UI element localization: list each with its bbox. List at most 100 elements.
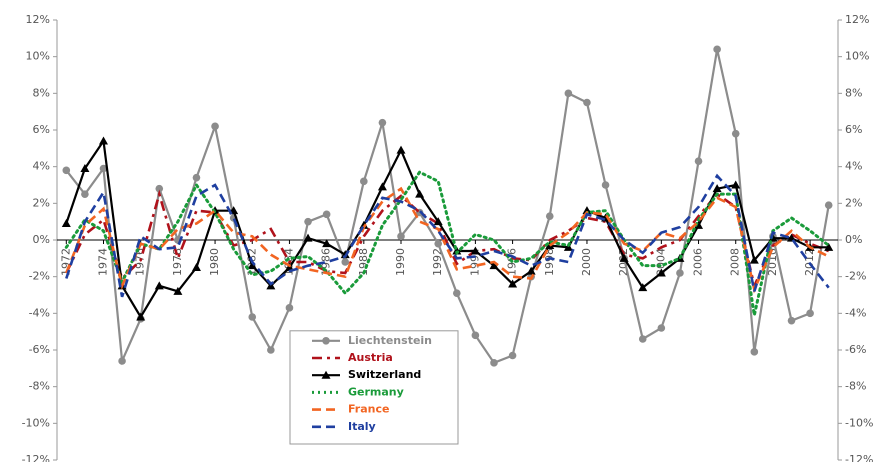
marker — [583, 98, 591, 107]
marker — [713, 45, 721, 54]
marker — [248, 313, 257, 321]
marker — [61, 219, 71, 227]
marker — [322, 239, 332, 248]
marker — [471, 331, 480, 340]
y-tick-label: -4% — [29, 306, 50, 319]
marker — [787, 316, 796, 325]
y-tick-label: 10% — [26, 50, 50, 63]
marker — [676, 269, 684, 277]
marker — [508, 279, 518, 288]
marker — [452, 289, 461, 297]
marker — [173, 286, 183, 295]
x-tick-label: 2004 — [654, 248, 667, 276]
y2-tick-label: 2% — [845, 196, 862, 209]
marker — [322, 210, 331, 219]
y-tick-label: 4% — [33, 160, 50, 173]
marker — [638, 335, 647, 343]
marker — [564, 89, 573, 98]
marker — [81, 190, 89, 198]
marker — [360, 177, 368, 186]
marker — [415, 189, 425, 198]
marker — [284, 263, 294, 271]
marker — [99, 164, 108, 173]
x-tick-label: 2006 — [692, 248, 705, 276]
marker — [136, 312, 146, 321]
marker — [397, 232, 405, 241]
legend-label: Austria — [348, 351, 393, 364]
y-tick-label: -6% — [29, 343, 50, 356]
y2-tick-label: -10% — [845, 416, 873, 429]
legend-label: Liechtenstein — [348, 334, 432, 347]
marker — [563, 242, 573, 251]
marker — [656, 268, 666, 277]
x-tick-label: 1978 — [171, 248, 184, 276]
y2-tick-label: 6% — [845, 123, 862, 136]
marker — [545, 212, 554, 220]
legend-marker — [322, 337, 330, 345]
marker — [98, 136, 108, 145]
y-tick-label: 12% — [26, 13, 50, 26]
y2-tick-label: 12% — [845, 13, 869, 26]
y2-tick-label: -2% — [845, 270, 866, 283]
marker — [285, 304, 294, 312]
marker — [304, 217, 312, 226]
marker — [80, 164, 90, 172]
marker — [267, 346, 275, 354]
x-tick-label: 1990 — [394, 248, 407, 276]
legend-box — [289, 330, 459, 445]
marker — [750, 348, 759, 356]
marker — [824, 242, 834, 251]
marker — [526, 266, 536, 275]
marker — [638, 283, 648, 292]
y-tick-label: 2% — [33, 196, 50, 209]
marker — [824, 201, 833, 209]
series-line — [65, 186, 830, 294]
legend-label: Italy — [348, 420, 376, 433]
y2-tick-label: -12% — [845, 453, 873, 462]
y-tick-label: -2% — [29, 270, 50, 283]
marker — [118, 357, 126, 365]
marker — [155, 184, 164, 193]
marker — [433, 217, 443, 226]
marker — [806, 309, 814, 318]
y-tick-label: 8% — [33, 86, 50, 99]
marker — [657, 324, 666, 332]
marker — [211, 122, 219, 131]
x-tick-label: 1998 — [543, 248, 556, 276]
x-tick-label: 2000 — [580, 248, 593, 276]
marker — [470, 246, 480, 255]
marker — [619, 253, 629, 262]
x-tick-label: 2008 — [729, 248, 742, 276]
x-tick-label: 1976 — [134, 248, 147, 276]
marker — [749, 255, 759, 264]
x-tick-label: 1988 — [357, 248, 370, 276]
y-tick-label: -12% — [22, 453, 50, 462]
y2-tick-label: 0% — [845, 233, 862, 246]
marker — [434, 239, 443, 248]
marker — [378, 118, 387, 127]
marker — [247, 261, 257, 270]
x-tick-label: 1980 — [208, 248, 221, 276]
y2-tick-label: 8% — [845, 86, 862, 99]
marker — [377, 182, 387, 191]
marker — [62, 166, 71, 175]
marker — [712, 184, 722, 193]
marker — [490, 359, 498, 367]
y2-tick-label: -8% — [845, 380, 866, 393]
marker — [341, 258, 350, 266]
y-tick-label: -10% — [22, 416, 50, 429]
series-line — [65, 173, 830, 298]
marker — [601, 181, 610, 189]
marker — [694, 157, 703, 165]
marker — [489, 261, 499, 270]
y2-tick-label: 10% — [845, 50, 869, 63]
y2-tick-label: -4% — [845, 306, 866, 319]
legend-label: Germany — [348, 385, 404, 398]
x-tick-label: 2012 — [803, 248, 816, 276]
legend-label: Switzerland — [348, 368, 421, 381]
series-line — [64, 170, 831, 316]
marker — [731, 129, 740, 138]
marker — [508, 351, 517, 360]
marker — [154, 281, 164, 290]
